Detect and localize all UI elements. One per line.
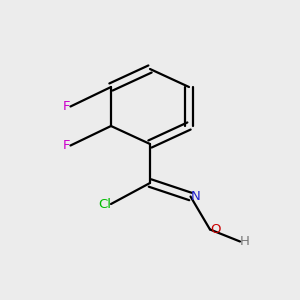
Text: F: F: [63, 139, 70, 152]
Text: H: H: [240, 235, 250, 248]
Text: Cl: Cl: [98, 197, 111, 211]
Text: N: N: [190, 190, 200, 203]
Text: O: O: [210, 223, 220, 236]
Text: F: F: [63, 100, 70, 113]
